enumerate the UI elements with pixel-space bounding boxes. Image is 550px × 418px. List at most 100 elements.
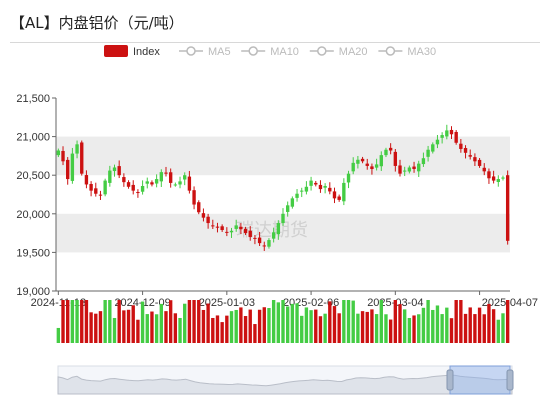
candle-body [197, 202, 201, 213]
volume-bar [393, 300, 398, 343]
volume-bar [271, 300, 276, 343]
volume-bar [187, 300, 192, 343]
candle-body [150, 182, 154, 185]
candle [393, 149, 398, 172]
candle-body [98, 194, 103, 196]
candle [229, 227, 234, 238]
volume-bar [501, 313, 505, 343]
y-tick-label: 20,000 [16, 209, 50, 221]
candle-body [94, 188, 98, 194]
plot-bands [56, 136, 510, 253]
candle [66, 157, 70, 185]
candle [220, 224, 224, 232]
volume-bar [248, 309, 252, 343]
candle [356, 155, 360, 169]
volume-bar [253, 324, 257, 343]
volume-bar [309, 310, 313, 343]
x-tick-label: 2025-01-03 [199, 297, 255, 309]
candle-body [370, 166, 374, 170]
volume-bar [201, 309, 206, 343]
candle [445, 124, 449, 140]
candle [384, 147, 388, 158]
candle [108, 165, 112, 187]
candle [122, 173, 126, 187]
candle [267, 238, 271, 249]
candle-body [309, 180, 313, 186]
volume-bar [468, 307, 472, 343]
candle-body [122, 177, 126, 183]
legend-marker [317, 46, 327, 56]
candle-body [80, 142, 84, 174]
volume-bar [89, 312, 93, 343]
candle-body [136, 192, 140, 194]
volume-bar [112, 317, 117, 343]
y-tick-label: 20,500 [16, 170, 50, 182]
candle-body [491, 176, 496, 181]
candle-body [168, 172, 173, 183]
legend-item-ma5[interactable]: MA5 [179, 46, 231, 58]
volume-bar [445, 307, 449, 343]
legend-marker [248, 46, 258, 56]
volume-bar [75, 300, 79, 343]
volume-bar [164, 311, 168, 343]
candle-body [468, 155, 472, 157]
candle [342, 178, 346, 206]
legend-item-ma10[interactable]: MA10 [241, 46, 299, 58]
candle-body [440, 135, 444, 138]
candle [150, 180, 154, 187]
candle [300, 187, 304, 198]
volume-bar [318, 316, 323, 343]
volume-bar [225, 315, 229, 343]
candle [477, 157, 482, 168]
slider-handle-left[interactable] [446, 369, 454, 391]
candle [262, 241, 266, 251]
candle [276, 220, 281, 240]
candle-body [201, 213, 206, 218]
volume-bar [449, 318, 454, 343]
candle [388, 143, 393, 155]
volume-bar [323, 313, 327, 343]
candle [295, 189, 299, 202]
candle [365, 158, 369, 170]
candle [417, 160, 421, 177]
legend-label: MA20 [339, 46, 368, 58]
legend-marker [385, 46, 396, 56]
candle [103, 178, 107, 197]
volume-bar [374, 314, 379, 343]
candle [314, 180, 318, 187]
legend-label: MA30 [407, 46, 436, 58]
volume-bar [173, 313, 178, 343]
candle [360, 156, 365, 164]
candle [178, 176, 182, 189]
legend-item-index[interactable]: Index [104, 45, 160, 58]
candle [290, 196, 295, 209]
candle-body [417, 163, 421, 172]
slider-handle-right[interactable] [506, 369, 514, 391]
candle-body [117, 166, 121, 176]
legend-item-ma20[interactable]: MA20 [309, 46, 368, 58]
volume-bar [403, 309, 407, 343]
y-tick-label: 19,500 [16, 247, 50, 259]
volume-bar [267, 308, 271, 343]
volume-bar [346, 300, 351, 343]
candle-body [159, 172, 163, 182]
volume-bar [379, 300, 383, 343]
candle-body [211, 225, 215, 227]
legend-item-ma30[interactable]: MA30 [378, 46, 436, 58]
candle-body [393, 151, 398, 166]
candle [337, 194, 341, 202]
volume-bar [398, 304, 402, 343]
volume-bar [304, 307, 309, 343]
candle-body [388, 147, 393, 151]
legend[interactable]: Index MA5 MA10 MA20 MA30 [104, 45, 436, 58]
volume-bar [295, 303, 299, 343]
datazoom-slider[interactable] [57, 365, 514, 395]
volume-bar [103, 300, 107, 343]
candle-body [61, 150, 65, 162]
slider-selection[interactable] [449, 365, 511, 395]
volume-bar [178, 317, 182, 343]
candle-body [131, 184, 135, 191]
volume-bar [257, 309, 262, 343]
candle-body [206, 216, 210, 224]
candle-body [477, 159, 482, 166]
